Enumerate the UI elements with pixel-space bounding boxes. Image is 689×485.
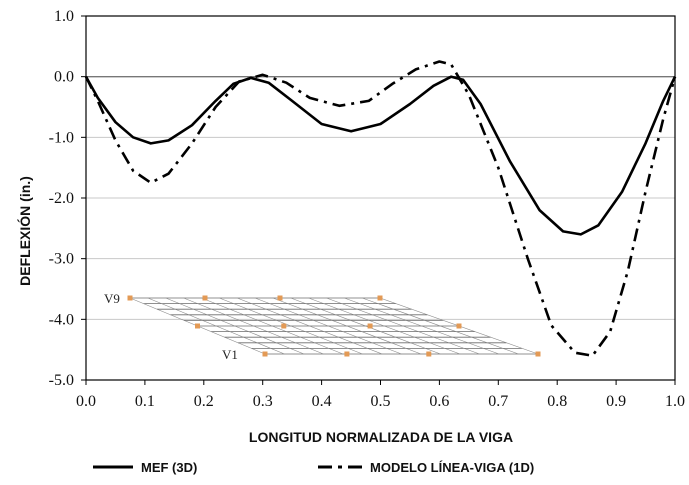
y-tick-label: -5.0 xyxy=(49,372,74,389)
series-line-modelo-1d xyxy=(84,60,677,357)
inset-support-marker xyxy=(535,351,541,357)
beam-grid-inset: V9 V1 xyxy=(104,291,541,362)
x-tick-label: 0.3 xyxy=(253,393,273,410)
x-tick-label: 0.9 xyxy=(606,393,626,410)
axes xyxy=(81,15,676,385)
grid-lines xyxy=(86,15,675,381)
inset-crossbeam-line xyxy=(308,297,461,355)
y-tick-labels: 1.0 0.0 -1.0 -2.0 -3.0 -4.0 -5.0 xyxy=(49,8,74,389)
legend-label-mef: MEF (3D) xyxy=(141,460,197,475)
y-axis-title: DEFLEXIÓN (in.) xyxy=(16,176,33,286)
inset-support-marker xyxy=(262,351,268,357)
inset-crossbeam-line xyxy=(237,297,383,355)
legend-label-modelo: MODELO LÍNEA-VIGA (1D) xyxy=(370,460,534,475)
y-tick-label: 0.0 xyxy=(54,69,74,86)
series-line-mef-3d xyxy=(84,75,677,236)
inset-crossbeam-line xyxy=(290,297,441,355)
inset-support-marker xyxy=(281,323,287,329)
inset-support-marker xyxy=(456,323,462,329)
x-axis-title: LONGITUD NORMALIZADA DE LA VIGA xyxy=(249,429,513,445)
inset-crossbeam-line xyxy=(254,297,402,355)
y-tick-label: -1.0 xyxy=(49,129,74,146)
inset-support-marker xyxy=(367,323,373,329)
y-tick-label: 1.0 xyxy=(54,8,74,25)
inset-crossbeam-line xyxy=(183,297,324,355)
x-tick-label: 0.5 xyxy=(371,393,391,410)
inset-crossbeam-line xyxy=(165,297,305,355)
x-tick-label: 0.6 xyxy=(429,393,449,410)
inset-label-v1: V1 xyxy=(222,347,238,362)
y-tick-label: -3.0 xyxy=(49,251,74,268)
inset-crossbeam-line xyxy=(272,297,422,355)
inset-support-marker xyxy=(277,295,283,301)
x-tick-label: 0.7 xyxy=(488,393,508,410)
inset-support-marker xyxy=(426,351,432,357)
inset-support-marker xyxy=(344,351,350,357)
inset-crossbeam-line xyxy=(344,297,500,355)
y-tick-label: -4.0 xyxy=(49,311,74,328)
inset-support-marker xyxy=(202,295,208,301)
inset-crossbeam-line xyxy=(326,297,480,355)
inset-label-v9: V9 xyxy=(104,291,120,306)
inset-crossbeam-line xyxy=(201,297,344,355)
inset-support-marker xyxy=(195,323,200,329)
x-tick-label: 1.0 xyxy=(665,393,685,410)
legend: MEF (3D) MODELO LÍNEA-VIGA (1D) xyxy=(93,460,534,475)
x-tick-labels: 0.0 0.1 0.2 0.3 0.4 0.5 0.6 0.7 0.8 0.9 1.0 xyxy=(76,393,685,410)
x-tick-label: 0.2 xyxy=(194,393,214,410)
x-tick-label: 0.8 xyxy=(547,393,567,410)
inset-crossbeam-line xyxy=(219,297,363,355)
inset-crossbeam-line xyxy=(147,297,285,355)
inset-support-marker xyxy=(377,295,383,301)
series-lines xyxy=(84,60,677,357)
x-tick-label: 0.1 xyxy=(135,393,155,410)
inset-crossbeam-line xyxy=(362,297,519,355)
y-tick-label: -2.0 xyxy=(49,190,74,207)
inset-support-marker xyxy=(127,295,133,301)
x-tick-label: 0.4 xyxy=(312,393,332,410)
x-tick-label: 0.0 xyxy=(76,393,96,410)
